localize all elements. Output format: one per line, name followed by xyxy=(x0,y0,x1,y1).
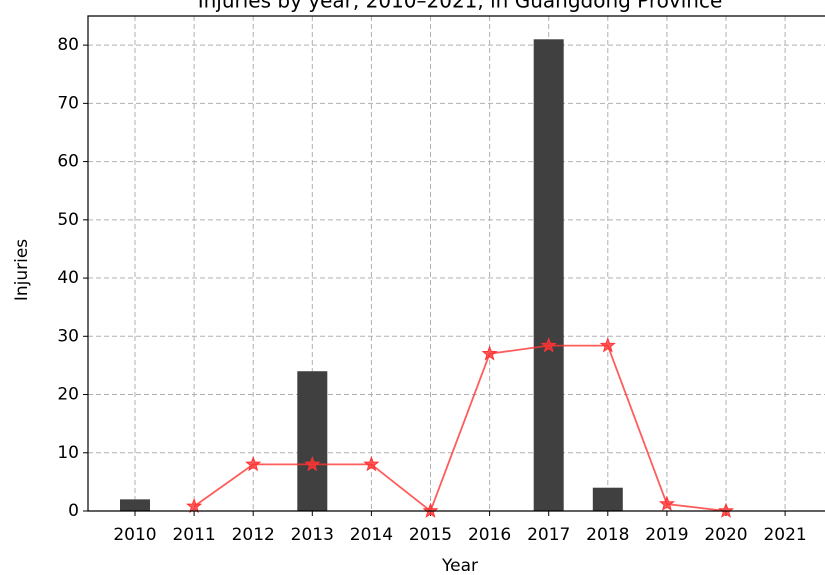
x-tick-label: 2010 xyxy=(113,525,156,545)
y-tick-label: 60 xyxy=(57,152,79,172)
y-tick-label: 20 xyxy=(57,385,79,405)
bar xyxy=(533,39,564,511)
bar xyxy=(120,499,150,511)
marker xyxy=(540,337,557,353)
marker xyxy=(363,455,380,472)
x-tick-label: 2012 xyxy=(232,525,275,545)
marker xyxy=(186,497,203,514)
line xyxy=(193,344,727,513)
x-tick-label: 2019 xyxy=(645,525,688,545)
axes-frame xyxy=(87,15,825,512)
y-tick-label: 80 xyxy=(57,35,79,55)
x-tick-label: 2013 xyxy=(291,525,334,545)
marker xyxy=(658,495,675,511)
y-axis-label: Injuries xyxy=(12,239,32,301)
marker xyxy=(304,455,321,472)
y-tick-label: 30 xyxy=(57,326,79,346)
x-axis-label: Year xyxy=(441,556,478,575)
x-tick-label: 2015 xyxy=(409,525,452,545)
marker xyxy=(717,502,735,518)
y-tick-label: 70 xyxy=(57,93,79,113)
x-tick-label: 2017 xyxy=(527,525,570,545)
marker xyxy=(422,502,439,518)
chart-title: Injuries by year, 2010–2021, in Guangdon… xyxy=(198,0,723,13)
marker xyxy=(481,345,498,361)
bar xyxy=(592,487,623,511)
marker xyxy=(245,455,262,472)
x-tick-label: 2018 xyxy=(586,525,629,545)
y-tick-label: 50 xyxy=(57,210,79,230)
x-tick-label: 2020 xyxy=(704,525,747,545)
x-tick-label: 2021 xyxy=(763,525,806,545)
x-tick-label: 2014 xyxy=(350,525,393,545)
x-tick-label: 2011 xyxy=(172,525,215,545)
marker xyxy=(599,337,616,353)
y-tick-label: 40 xyxy=(57,268,79,288)
bar xyxy=(297,371,328,511)
y-tick-label: 0 xyxy=(68,501,79,521)
y-tick-label: 10 xyxy=(57,443,79,463)
x-tick-label: 2016 xyxy=(468,525,511,545)
